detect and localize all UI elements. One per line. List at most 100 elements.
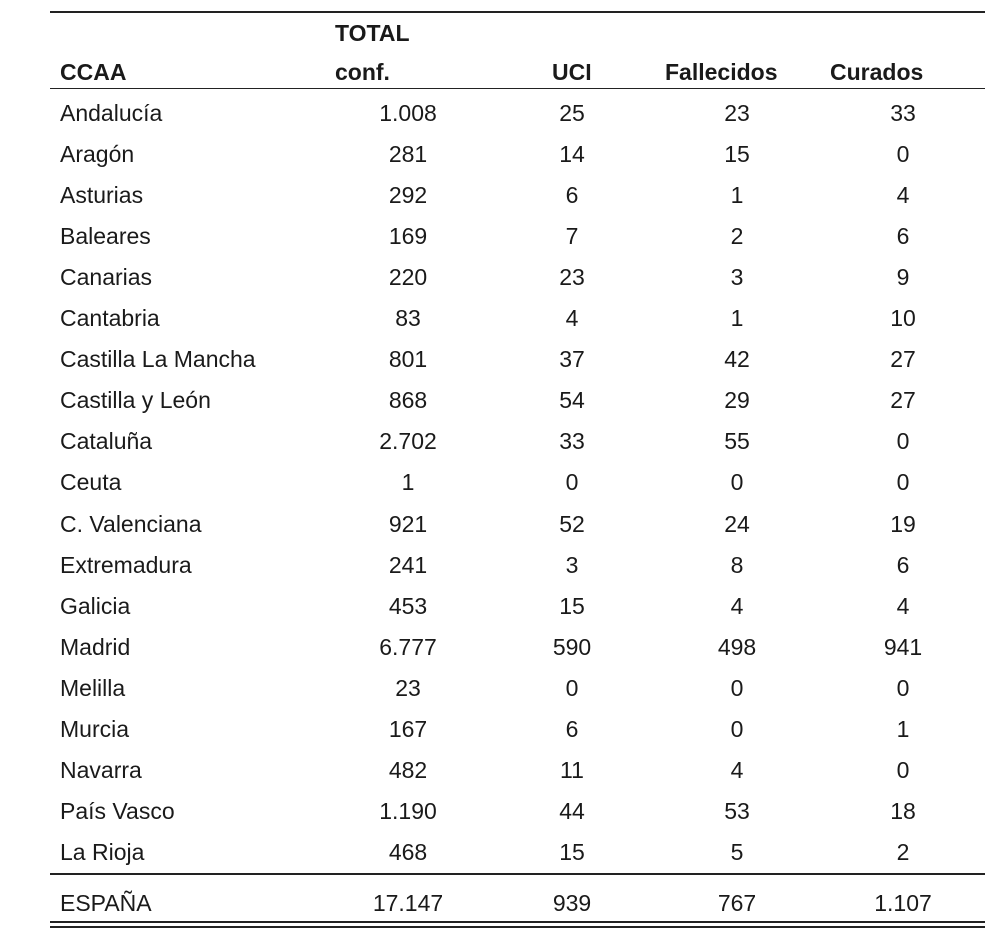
- cell-value: 468: [388, 838, 428, 865]
- cell-value: 1.008: [379, 100, 437, 126]
- cell-value: 37: [559, 346, 585, 373]
- cell-value: 6.777: [379, 633, 437, 660]
- cell-value: 1.190: [379, 797, 437, 824]
- region-name: Canarias: [60, 264, 153, 291]
- cell-value: 23: [559, 264, 585, 291]
- cell-value: 33: [890, 100, 916, 126]
- cell-value: 921: [388, 510, 428, 537]
- cell-value: 3: [565, 551, 579, 578]
- cell-value: 801: [388, 346, 428, 373]
- cell-value: 6: [565, 715, 579, 742]
- region-name: Andalucía: [60, 100, 163, 126]
- region-name: Murcia: [60, 715, 130, 742]
- bottom-rule: [50, 921, 985, 923]
- cell-value: 0: [896, 141, 910, 168]
- cell-value: 941: [883, 633, 923, 660]
- cell-value: 15: [724, 141, 750, 168]
- cell-value: 6: [565, 182, 579, 209]
- cell-value: 0: [896, 428, 910, 455]
- cell-value: 4: [565, 305, 579, 332]
- total-rule: [50, 873, 985, 875]
- total-label: ESPAÑA: [60, 890, 152, 916]
- header-rule: [50, 88, 985, 89]
- cell-value: 14: [559, 141, 585, 168]
- region-name: Baleares: [60, 223, 151, 250]
- cell-value: 241: [388, 551, 428, 578]
- cell-value: 10: [890, 305, 916, 332]
- cell-value: 2.702: [379, 428, 437, 455]
- bottom-rule: [50, 926, 985, 928]
- cell-value: 220: [388, 264, 428, 291]
- cell-value: 1: [730, 182, 744, 209]
- cell-value: 19: [890, 510, 916, 537]
- column-header: CCAA: [60, 59, 127, 85]
- cell-value: 29: [724, 387, 750, 414]
- cell-value: 0: [565, 674, 579, 701]
- cell-value: 9: [896, 264, 910, 291]
- column-header: TOTAL: [335, 20, 410, 46]
- cell-value: 2: [730, 223, 744, 250]
- cell-value: 1: [730, 305, 744, 332]
- cell-value: 2: [896, 838, 910, 865]
- top-rule: [50, 11, 985, 13]
- region-name: Castilla y León: [60, 387, 211, 414]
- cell-value: 868: [388, 387, 428, 414]
- cell-value: 42: [724, 346, 750, 373]
- cell-value: 0: [896, 674, 910, 701]
- cell-value: 4: [896, 182, 910, 209]
- cell-value: 52: [559, 510, 585, 537]
- column-header: Fallecidos: [665, 59, 778, 85]
- cell-value: 55: [724, 428, 750, 455]
- cell-value: 3: [730, 264, 744, 291]
- cell-value: 169: [388, 223, 428, 250]
- cell-value: 6: [896, 223, 910, 250]
- region-name: C. Valenciana: [60, 510, 202, 537]
- region-name: Madrid: [60, 633, 131, 660]
- cell-value: 83: [395, 305, 421, 332]
- region-name: Melilla: [60, 674, 126, 701]
- cell-value: 6: [896, 551, 910, 578]
- cell-value: 0: [730, 674, 744, 701]
- cell-value: 1: [896, 715, 910, 742]
- cell-value: 167: [388, 715, 428, 742]
- total-value: 939: [552, 890, 592, 916]
- region-name: Navarra: [60, 756, 142, 783]
- region-name: Asturias: [60, 182, 144, 209]
- cell-value: 18: [890, 797, 916, 824]
- region-name: Cataluña: [60, 428, 153, 455]
- region-name: País Vasco: [60, 797, 175, 824]
- cell-value: 54: [559, 387, 585, 414]
- cell-value: 8: [730, 551, 744, 578]
- cell-value: 15: [559, 592, 585, 619]
- cell-value: 24: [724, 510, 750, 537]
- cell-value: 11: [560, 756, 584, 783]
- cell-value: 453: [388, 592, 428, 619]
- cell-value: 23: [724, 100, 750, 126]
- cell-value: 44: [559, 797, 585, 824]
- cell-value: 0: [565, 469, 579, 496]
- column-header: UCI: [552, 59, 592, 85]
- column-header: Curados: [830, 59, 924, 85]
- cell-value: 15: [559, 838, 585, 865]
- region-name: Ceuta: [60, 469, 122, 496]
- cell-value: 0: [896, 756, 910, 783]
- cell-value: 482: [388, 756, 428, 783]
- cell-value: 23: [395, 674, 421, 701]
- total-value: 1.107: [874, 890, 932, 916]
- cell-value: 33: [559, 428, 585, 455]
- cell-value: 5: [730, 838, 744, 865]
- cell-value: 0: [730, 715, 744, 742]
- column-header: conf.: [335, 59, 390, 85]
- region-name: Galicia: [60, 592, 131, 619]
- cell-value: 281: [388, 141, 428, 168]
- region-name: Aragón: [60, 141, 135, 168]
- cell-value: 4: [896, 592, 910, 619]
- cell-value: 7: [565, 223, 579, 250]
- total-value: 17.147: [372, 890, 444, 916]
- cell-value: 4: [730, 756, 744, 783]
- cell-value: 53: [724, 797, 750, 824]
- cell-value: 1: [401, 469, 415, 496]
- cell-value: 0: [730, 469, 744, 496]
- region-name: La Rioja: [60, 838, 145, 865]
